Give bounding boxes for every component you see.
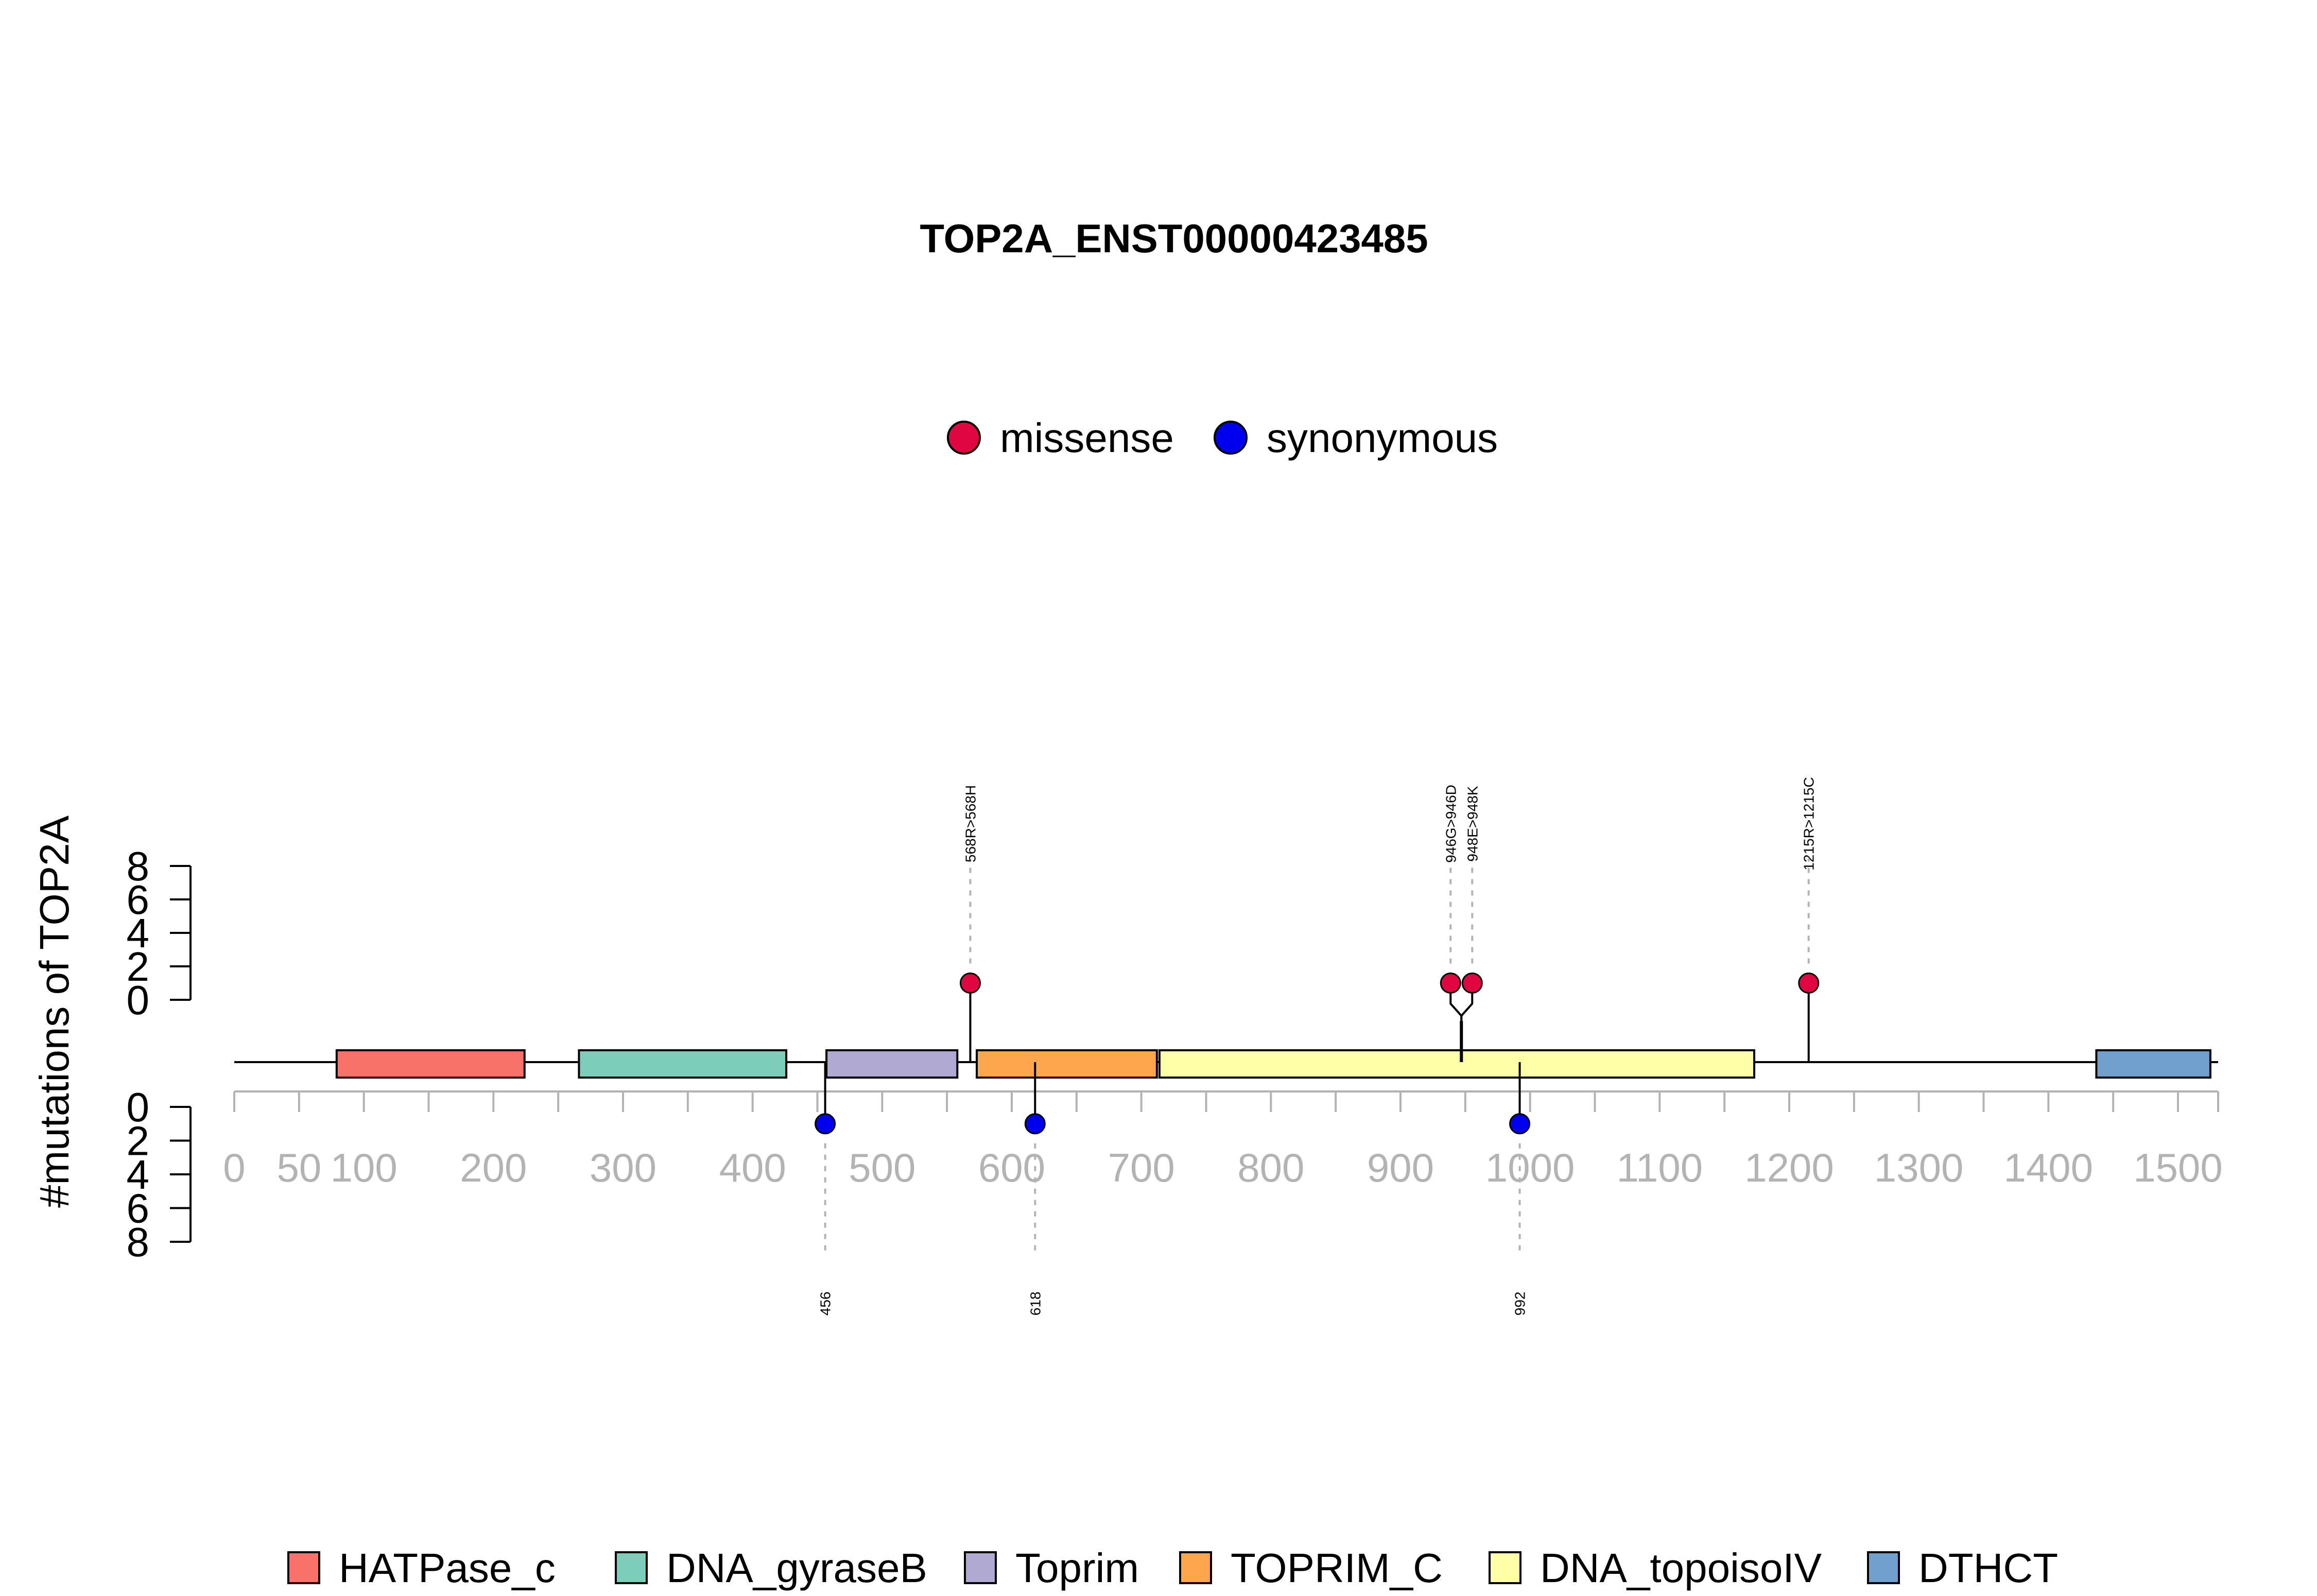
legend-label-synonymous: synonymous: [1267, 415, 1498, 461]
y-tick-bottom-label: 0: [127, 1084, 150, 1130]
x-tick-label: 700: [1108, 1145, 1175, 1190]
legend-marker-missense: [947, 421, 981, 455]
mutation-head-synonymous: [1509, 1113, 1531, 1135]
domain-legend-marker-DNA_gyraseB: [615, 1551, 648, 1584]
legend-marker-synonymous: [1214, 421, 1248, 455]
mutation-head-synonymous: [815, 1113, 836, 1135]
x-tick-label: 200: [460, 1145, 527, 1190]
domain-legend-marker-Toprim: [964, 1551, 997, 1584]
x-tick-label: 0: [223, 1145, 245, 1190]
domain-TOPRIM_C: [976, 1049, 1158, 1079]
domain-DNA_topoisoIV: [1158, 1049, 1756, 1079]
x-axis: 0 50 100 200 300 400 500 600 700 800 900 1000 1100 12…: [223, 1090, 2223, 1190]
chart-title: TOP2A_ENST00000423485: [920, 216, 1428, 261]
x-tick-label: 400: [719, 1145, 786, 1190]
x-tick-label: 900: [1367, 1145, 1434, 1190]
mutation-lollipops: 568R>568H 946G>946D 948E>948K 1215R>1215C 45…: [815, 777, 1820, 1316]
x-tick-label: 800: [1237, 1145, 1304, 1190]
domain-legend-label-DNA_topoisoIV: DNA_topoisoIV: [1540, 1545, 1822, 1591]
x-tick-label: 100: [331, 1145, 397, 1190]
domain-Toprim: [825, 1049, 959, 1079]
domain-legend-marker-DTHCT: [1867, 1551, 1900, 1584]
x-tick-label: 1200: [1744, 1145, 1834, 1190]
mutation-head-missense: [959, 973, 981, 994]
mutation-head-missense: [1440, 973, 1461, 994]
mutation-label: 1215R>1215C: [1801, 777, 1817, 870]
mutation-type-legend: missense synonymous: [947, 415, 1498, 461]
legend-label-missense: missense: [1000, 415, 1174, 461]
domain-legend-label-TOPRIM_C: TOPRIM_C: [1231, 1545, 1443, 1591]
domain-legend-marker-HATPase_c: [287, 1551, 320, 1584]
x-tick-label: 1500: [2133, 1145, 2223, 1190]
x-tick-label: 1400: [2004, 1145, 2094, 1190]
domain-DNA_gyraseB: [578, 1049, 788, 1079]
y-tick-bottom-label: 6: [127, 1186, 150, 1231]
x-tick-label: 300: [590, 1145, 656, 1190]
y-tick-top-label: 0: [127, 977, 150, 1023]
domain-legend-label-DTHCT: DTHCT: [1918, 1545, 2058, 1591]
y-tick-top-label: 2: [127, 944, 150, 990]
y-axis-label: #mutations of TOP2A: [31, 815, 77, 1208]
domain-legend-marker-TOPRIM_C: [1179, 1551, 1212, 1584]
x-tick-label: 1100: [1616, 1145, 1703, 1190]
mutation-label: 568R>568H: [962, 785, 978, 862]
y-tick-bottom-label: 2: [127, 1118, 150, 1164]
x-tick-label: 50: [276, 1145, 321, 1190]
mutation-label: 946G>946D: [1443, 785, 1459, 863]
y-tick-bottom-label: 8: [127, 1219, 150, 1265]
y-tick-top-label: 4: [127, 910, 150, 956]
domain-legend-label-DNA_gyraseB: DNA_gyraseB: [666, 1545, 927, 1591]
domain-legend-marker-DNA_topoisoIV: [1489, 1551, 1521, 1584]
x-tick-label: 500: [849, 1145, 915, 1190]
x-tick-label: 1300: [1874, 1145, 1964, 1190]
domain-legend: HATPase_c DNA_gyraseB Toprim TOPRIM_C DNA_to…: [287, 1545, 2058, 1591]
domain-legend-label-Toprim: Toprim: [1015, 1545, 1139, 1591]
y-tick-bottom-label: 4: [127, 1152, 150, 1198]
mutation-head-synonymous: [1024, 1113, 1046, 1135]
mutation-head-missense: [1461, 973, 1483, 994]
domain-HATPase_c: [335, 1049, 526, 1079]
domain-legend-label-HATPase_c: HATPase_c: [339, 1545, 556, 1591]
y-tick-top-label: 6: [127, 877, 150, 923]
mutation-label: 948E>948K: [1464, 786, 1480, 861]
y-tick-top-label: 8: [127, 843, 150, 889]
mutation-head-missense: [1798, 973, 1820, 994]
mutation-label: 618: [1027, 1292, 1043, 1316]
x-tick-label: 1000: [1485, 1145, 1575, 1190]
mutation-label: 992: [1512, 1292, 1528, 1316]
domain-boxes: [335, 1049, 2211, 1079]
domain-DTHCT: [2095, 1049, 2211, 1079]
mutation-label: 456: [818, 1292, 834, 1316]
